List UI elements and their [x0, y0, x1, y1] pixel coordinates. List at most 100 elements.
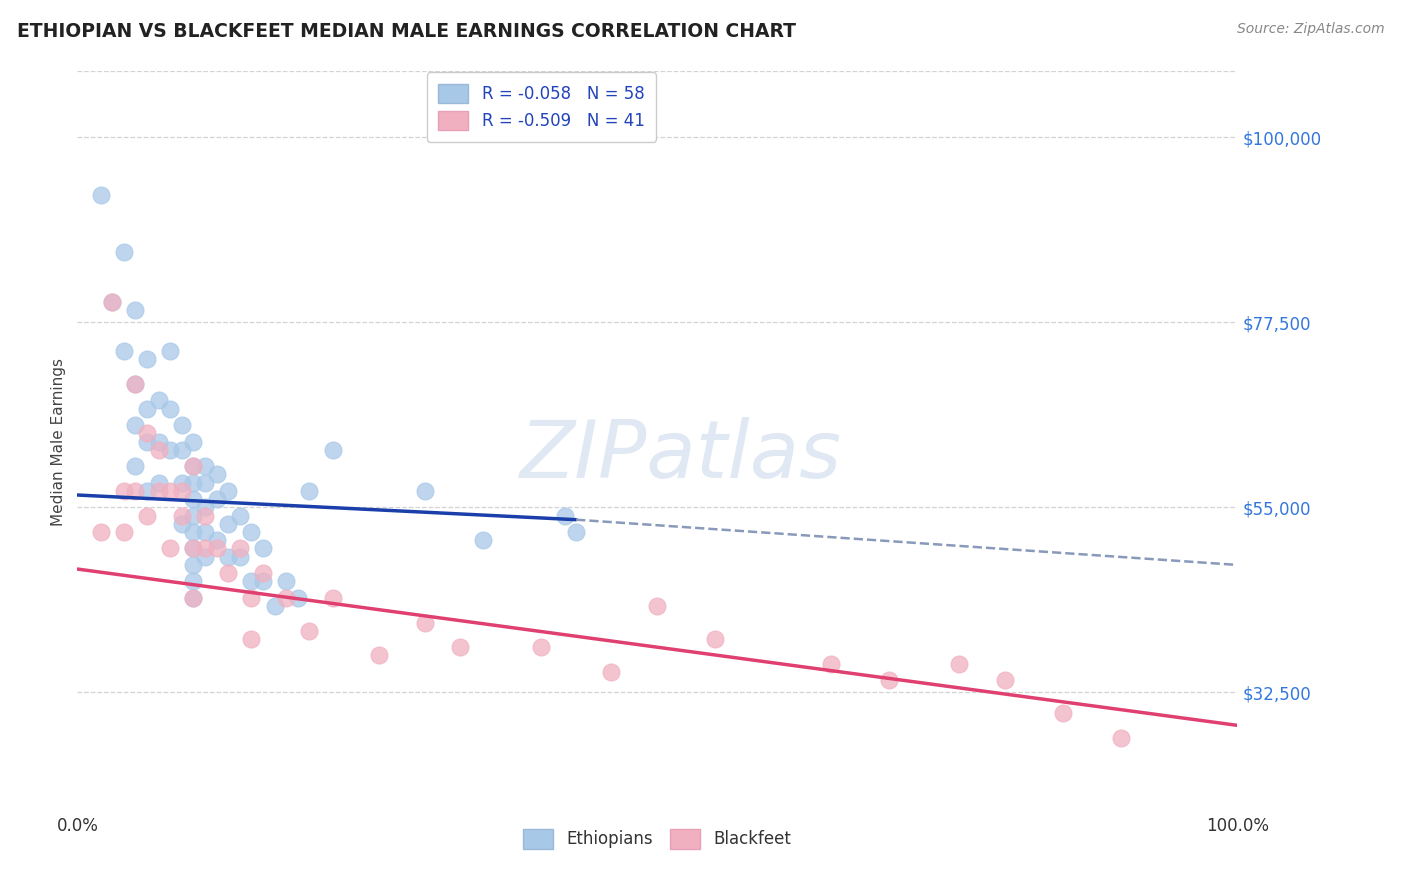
Point [183, 541, 205, 556]
Point [170, 508, 193, 523]
Point [183, 475, 205, 490]
Point [170, 418, 193, 433]
Point [135, 483, 157, 498]
Point [647, 599, 669, 613]
Point [194, 524, 217, 539]
Point [183, 524, 205, 539]
Text: Source: ZipAtlas.com: Source: ZipAtlas.com [1237, 22, 1385, 37]
Point [263, 599, 285, 613]
Point [159, 442, 181, 457]
Point [135, 434, 157, 449]
Point [124, 376, 146, 391]
Point [183, 434, 205, 449]
Point [1052, 706, 1074, 720]
Point [472, 533, 495, 548]
Point [217, 566, 239, 581]
Point [530, 640, 553, 655]
Point [194, 549, 217, 564]
Point [240, 524, 263, 539]
Point [159, 541, 181, 556]
Point [600, 665, 623, 679]
Point [228, 549, 252, 564]
Point [321, 591, 344, 605]
Point [112, 483, 135, 498]
Point [170, 475, 193, 490]
Y-axis label: Median Male Earnings: Median Male Earnings [51, 358, 66, 525]
Point [148, 475, 170, 490]
Text: ZIPatlas: ZIPatlas [519, 417, 842, 495]
Point [194, 500, 217, 515]
Point [135, 352, 157, 367]
Point [124, 483, 146, 498]
Point [820, 657, 842, 671]
Point [194, 475, 217, 490]
Point [413, 483, 436, 498]
Point [1111, 731, 1133, 745]
Point [159, 401, 181, 416]
Point [217, 516, 239, 531]
Point [413, 615, 436, 630]
Point [298, 624, 321, 638]
Point [183, 459, 205, 474]
Point [240, 632, 263, 646]
Point [877, 673, 901, 687]
Point [252, 566, 274, 581]
Point [205, 533, 228, 548]
Point [565, 524, 588, 539]
Point [112, 344, 135, 359]
Point [159, 483, 181, 498]
Point [101, 294, 124, 309]
Point [183, 558, 205, 572]
Point [124, 418, 146, 433]
Point [101, 294, 124, 309]
Point [194, 459, 217, 474]
Point [240, 574, 263, 589]
Point [368, 648, 391, 663]
Point [148, 434, 170, 449]
Point [90, 524, 111, 539]
Point [124, 459, 146, 474]
Point [554, 508, 576, 523]
Point [205, 467, 228, 482]
Point [135, 426, 157, 441]
Point [194, 508, 217, 523]
Point [135, 508, 157, 523]
Point [112, 245, 135, 260]
Point [287, 591, 309, 605]
Point [183, 508, 205, 523]
Point [159, 344, 181, 359]
Point [112, 524, 135, 539]
Point [252, 541, 274, 556]
Point [274, 574, 298, 589]
Point [228, 541, 252, 556]
Point [183, 574, 205, 589]
Point [170, 516, 193, 531]
Point [194, 541, 217, 556]
Point [170, 483, 193, 498]
Point [994, 673, 1017, 687]
Point [217, 483, 239, 498]
Point [183, 492, 205, 507]
Point [449, 640, 471, 655]
Point [124, 302, 146, 317]
Point [148, 483, 170, 498]
Point [90, 187, 111, 202]
Point [183, 459, 205, 474]
Point [240, 591, 263, 605]
Point [228, 508, 252, 523]
Point [170, 442, 193, 457]
Point [124, 376, 146, 391]
Point [183, 591, 205, 605]
Point [183, 541, 205, 556]
Point [948, 657, 970, 671]
Point [135, 401, 157, 416]
Point [274, 591, 298, 605]
Text: ETHIOPIAN VS BLACKFEET MEDIAN MALE EARNINGS CORRELATION CHART: ETHIOPIAN VS BLACKFEET MEDIAN MALE EARNI… [17, 22, 796, 41]
Point [148, 442, 170, 457]
Point [217, 549, 239, 564]
Point [321, 442, 344, 457]
Point [205, 541, 228, 556]
Point [148, 393, 170, 408]
Point [298, 483, 321, 498]
Point [183, 591, 205, 605]
